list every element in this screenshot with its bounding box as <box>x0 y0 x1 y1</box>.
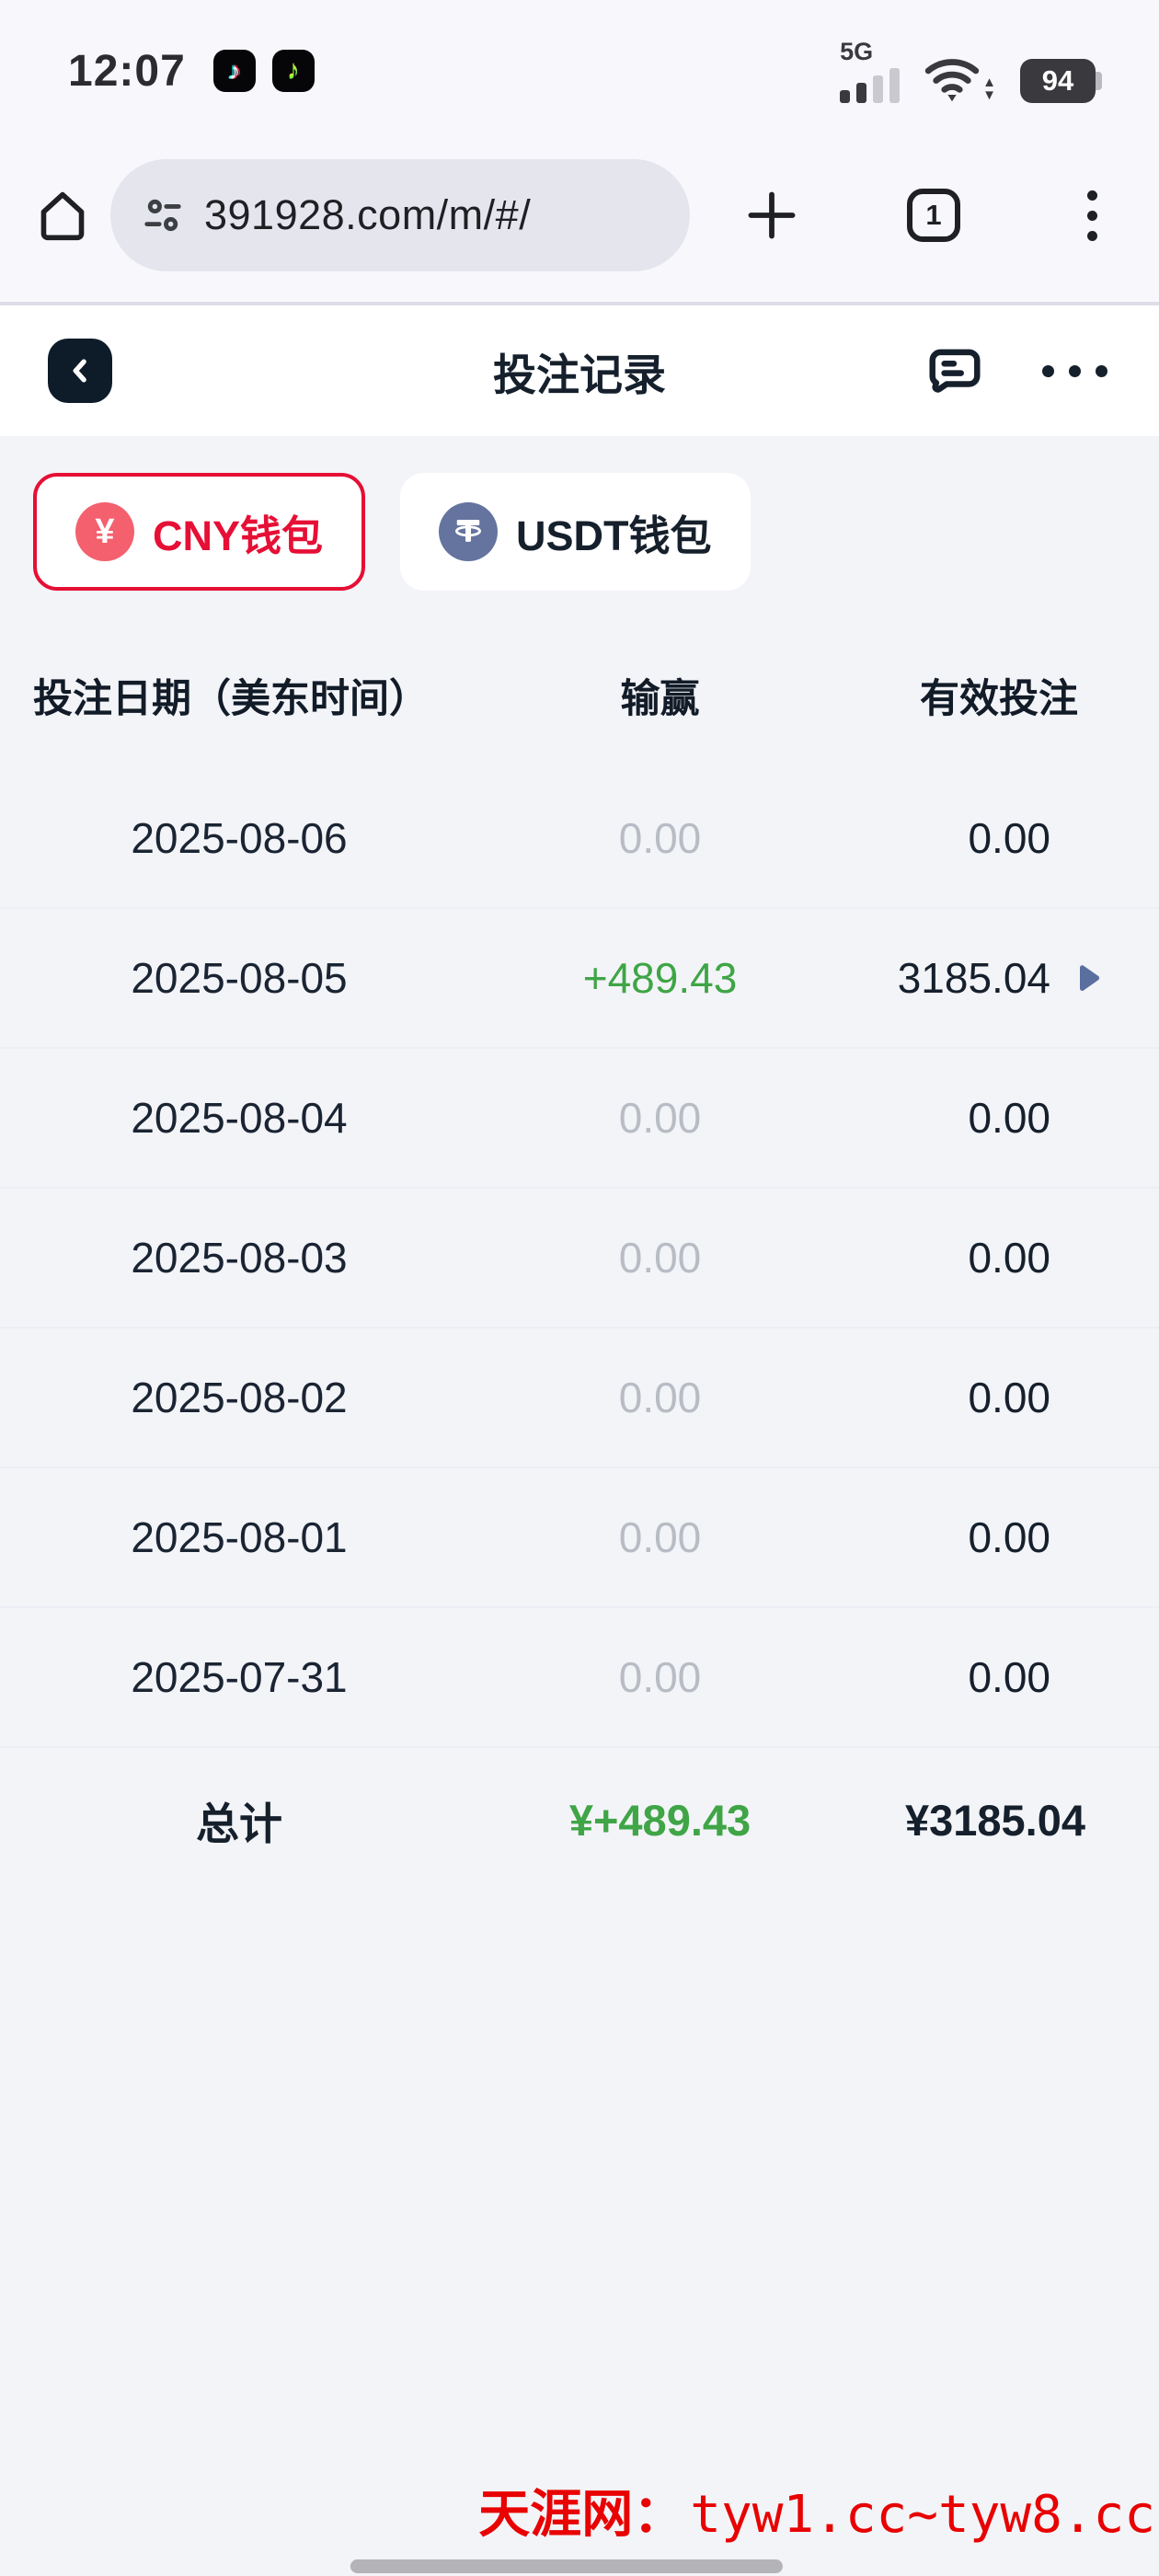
table-row: 2025-07-31 0.00 0.00 <box>0 1608 1159 1748</box>
gesture-navigation-bar[interactable] <box>350 2559 783 2573</box>
bet-date: 2025-08-02 <box>131 1374 348 1421</box>
notification-icons: ♪ ♪ <box>212 50 315 92</box>
browser-menu-button[interactable] <box>1087 190 1097 241</box>
tether-coin-icon <box>439 502 499 561</box>
total-valid-bet: ¥3185.04 <box>904 1795 1085 1845</box>
battery-icon: 94 <box>1020 58 1102 103</box>
win-loss-value: 0.00 <box>618 814 702 862</box>
page-more-button[interactable] <box>1042 364 1107 377</box>
status-bar: 12:07 ♪ ♪ 5G ▲ ▼ <box>0 0 1159 129</box>
tab-cny-wallet[interactable]: ¥ CNY钱包 <box>33 473 366 591</box>
win-loss-value: 0.00 <box>618 1653 702 1701</box>
page-header: 投注记录 <box>0 305 1159 436</box>
bet-date: 2025-08-01 <box>131 1513 348 1561</box>
column-header-date: 投注日期（美东时间） <box>33 677 429 721</box>
column-header-win-loss: 输赢 <box>620 677 700 721</box>
wifi-icon: ▲ ▼ <box>924 55 996 103</box>
cell-signal-icon: 5G <box>840 37 901 103</box>
clock: 12:07 <box>68 46 186 96</box>
total-win-loss: ¥+489.43 <box>568 1795 752 1845</box>
total-label: 总计 <box>196 1799 282 1848</box>
total-row: 总计 ¥+489.43 ¥3185.04 <box>0 1748 1159 1892</box>
bet-date: 2025-08-05 <box>131 954 348 1002</box>
wifi-traffic-arrows-icon: ▲ ▼ <box>982 74 996 103</box>
table-row[interactable]: 2025-08-05 +489.43 3185.04 <box>0 909 1159 1049</box>
watermark-urls: tyw1.cc~tyw8.cc <box>690 2485 1155 2545</box>
wallet-tab-bar: ¥ CNY钱包 USDT钱包 <box>0 436 1159 591</box>
valid-bet-value: 0.00 <box>968 1374 1050 1421</box>
table-header: 投注日期（美东时间） 输赢 有效投注 <box>0 653 1159 738</box>
tab-label: USDT钱包 <box>516 512 712 559</box>
table-row: 2025-08-04 0.00 0.00 <box>0 1049 1159 1189</box>
valid-bet-value: 0.00 <box>968 1094 1050 1142</box>
tab-usdt-wallet[interactable]: USDT钱包 <box>400 473 751 591</box>
table-row: 2025-08-03 0.00 0.00 <box>0 1189 1159 1328</box>
tiktok-notification-icon: ♪ <box>212 50 256 92</box>
valid-bet-value: 0.00 <box>968 1234 1050 1282</box>
back-button[interactable] <box>48 339 112 403</box>
expand-row-icon[interactable] <box>1067 959 1106 997</box>
valid-bet-value: 3185.04 <box>897 954 1050 1002</box>
watermark-site-name: 天涯网： <box>478 2487 685 2544</box>
table-row: 2025-08-06 0.00 0.00 <box>0 769 1159 909</box>
site-settings-icon[interactable] <box>142 194 184 236</box>
bet-date: 2025-08-04 <box>131 1094 348 1142</box>
column-header-valid-bet: 有效投注 <box>920 677 1078 721</box>
valid-bet-value: 0.00 <box>968 814 1050 862</box>
site-watermark: 天涯网： tyw1.cc~tyw8.cc <box>478 2473 1155 2547</box>
status-indicators: 5G ▲ ▼ 94 <box>840 37 1102 103</box>
bet-record-table: 2025-08-06 0.00 0.00 2025-08-05 +489.43 … <box>0 769 1159 1892</box>
music-notification-icon: ♪ <box>271 50 315 92</box>
win-loss-value: +489.43 <box>582 954 738 1002</box>
customer-service-chat-button[interactable] <box>926 342 983 399</box>
tab-label: CNY钱包 <box>153 512 324 559</box>
table-row: 2025-08-01 0.00 0.00 <box>0 1468 1159 1608</box>
network-type-label: 5G <box>840 37 874 65</box>
win-loss-value: 0.00 <box>618 1374 702 1421</box>
new-tab-button[interactable] <box>741 185 802 246</box>
address-bar[interactable]: 391928.com/m/#/ <box>110 159 690 271</box>
tab-count: 1 <box>925 199 942 231</box>
win-loss-value: 0.00 <box>618 1094 702 1142</box>
url-text[interactable]: 391928.com/m/#/ <box>204 191 532 238</box>
browser-toolbar: 391928.com/m/#/ 1 <box>0 129 1159 305</box>
tab-switcher-button[interactable]: 1 <box>907 189 960 242</box>
battery-level: 94 <box>1041 63 1074 97</box>
bet-date: 2025-08-06 <box>131 814 348 862</box>
bet-date: 2025-07-31 <box>131 1653 348 1701</box>
valid-bet-value: 0.00 <box>968 1653 1050 1701</box>
valid-bet-value: 0.00 <box>968 1513 1050 1561</box>
win-loss-value: 0.00 <box>618 1234 702 1282</box>
win-loss-value: 0.00 <box>618 1513 702 1561</box>
bet-date: 2025-08-03 <box>131 1234 348 1282</box>
home-button[interactable] <box>33 186 92 245</box>
table-row: 2025-08-02 0.00 0.00 <box>0 1328 1159 1468</box>
cny-coin-icon: ¥ <box>75 502 134 561</box>
